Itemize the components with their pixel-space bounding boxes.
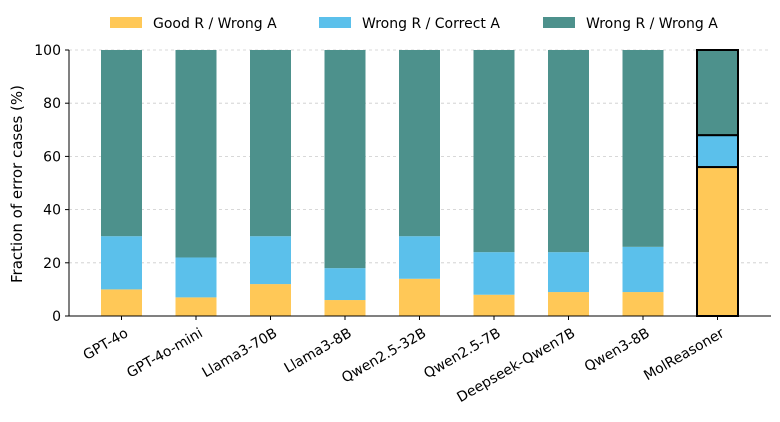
bar-qwen2-5-32b-series-1 bbox=[399, 278, 440, 316]
legend-label: Wrong R / Wrong A bbox=[586, 16, 718, 32]
legend: Good R / Wrong A Wrong R / Correct A Wrong… bbox=[110, 16, 718, 32]
bar-qwen3-8b-series-2 bbox=[622, 246, 664, 293]
bar-qwen3-8b-series-1 bbox=[622, 292, 664, 316]
legend-swatch bbox=[543, 17, 575, 28]
bar-gpt-4o-mini-series-3 bbox=[175, 50, 217, 258]
bar-gpt-4o-mini-series-1 bbox=[175, 297, 217, 316]
bar-molreasoner-series-2 bbox=[696, 134, 739, 169]
bar-llama3-8b-series-3 bbox=[324, 50, 366, 269]
bar-deepseek-qwen7b-series-2 bbox=[548, 252, 589, 293]
y-tick-label: 100 bbox=[34, 43, 61, 59]
bar-deepseek-qwen7b-series-1 bbox=[548, 292, 589, 316]
legend-swatch bbox=[110, 17, 142, 28]
bar-qwen3-8b-series-3 bbox=[622, 50, 664, 247]
bar-qwen2-5-7b-series-1 bbox=[473, 294, 515, 316]
x-tick-label: Qwen2.5-32B bbox=[339, 325, 429, 386]
bar-llama3-70b-series-2 bbox=[250, 236, 291, 285]
bar-llama3-70b-series-1 bbox=[250, 284, 291, 316]
bar-molreasoner-series-3 bbox=[696, 49, 739, 137]
bar-llama3-8b-series-1 bbox=[324, 300, 366, 316]
y-tick-label: 20 bbox=[43, 256, 61, 272]
x-tick-label: MolReasoner bbox=[641, 325, 727, 384]
legend-label: Wrong R / Correct A bbox=[362, 16, 500, 32]
bar-qwen2-5-32b-series-2 bbox=[399, 236, 440, 279]
bars bbox=[101, 49, 739, 317]
bar-llama3-70b-series-3 bbox=[250, 50, 291, 237]
x-tick-label: Qwen3-8B bbox=[582, 325, 653, 375]
y-tick-label: 0 bbox=[52, 309, 61, 325]
bar-qwen2-5-7b-series-3 bbox=[473, 50, 515, 253]
bar-gpt-4o-mini-series-2 bbox=[175, 257, 217, 298]
y-tick-label: 80 bbox=[43, 96, 61, 112]
bar-llama3-8b-series-2 bbox=[324, 268, 366, 301]
bar-qwen2-5-32b-series-3 bbox=[399, 50, 440, 237]
bar-deepseek-qwen7b-series-3 bbox=[548, 50, 589, 253]
y-axis-label: Fraction of error cases (%) bbox=[8, 85, 26, 283]
bar-gpt-4o-series-1 bbox=[101, 289, 142, 316]
y-tick-label: 40 bbox=[43, 203, 61, 219]
x-tick-label: Llama3-70B bbox=[199, 325, 280, 381]
legend-label: Good R / Wrong A bbox=[153, 16, 277, 32]
x-tick-label: GPT-4o bbox=[81, 325, 132, 363]
y-tick-label: 60 bbox=[43, 149, 61, 165]
bar-gpt-4o-series-3 bbox=[101, 50, 142, 237]
legend-swatch bbox=[319, 17, 351, 28]
bar-molreasoner-series-1 bbox=[696, 166, 739, 317]
bar-qwen2-5-7b-series-2 bbox=[473, 252, 515, 295]
x-tick-label: GPT-4o-mini bbox=[124, 325, 205, 381]
bar-gpt-4o-series-2 bbox=[101, 236, 142, 290]
